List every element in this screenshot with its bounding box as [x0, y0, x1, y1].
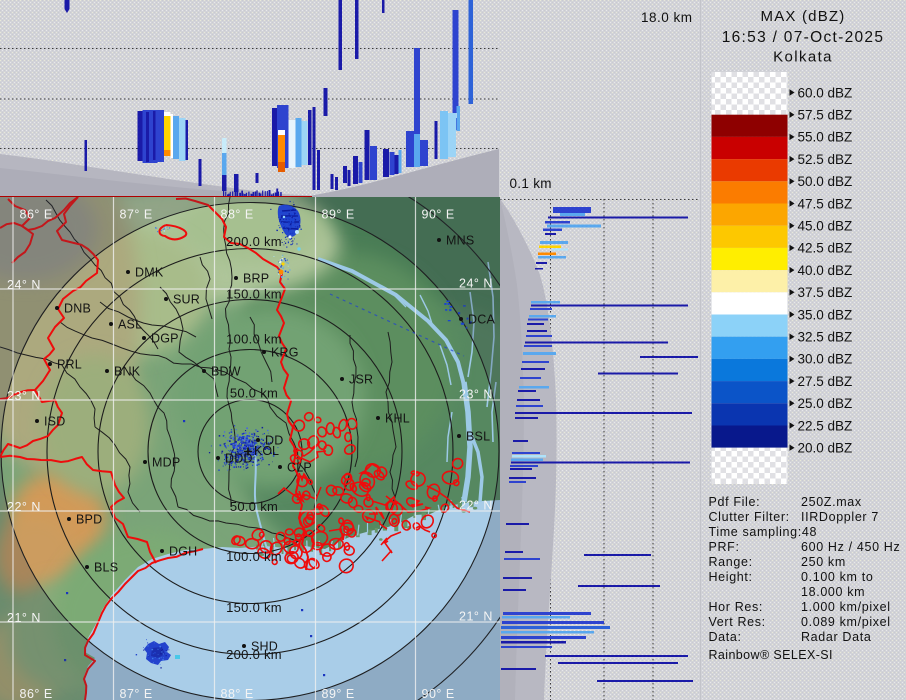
svg-text:150.0 km: 150.0 km	[226, 600, 282, 615]
svg-text:Vert Res:: Vert Res:	[709, 615, 766, 629]
svg-text:50.0 km: 50.0 km	[230, 499, 278, 514]
svg-text:0.100 km to: 0.100 km to	[801, 570, 873, 584]
svg-text:21° N: 21° N	[7, 611, 41, 625]
svg-text:KHL: KHL	[385, 412, 410, 426]
svg-text:DCA: DCA	[468, 313, 495, 327]
svg-text:86° E: 86° E	[20, 208, 53, 222]
svg-text:45.0 dBZ: 45.0 dBZ	[798, 219, 853, 234]
svg-text:30.0 dBZ: 30.0 dBZ	[798, 352, 853, 367]
svg-text:MAX (dBZ): MAX (dBZ)	[761, 8, 846, 25]
svg-text:100.0 km: 100.0 km	[226, 549, 282, 564]
svg-text:DGH: DGH	[169, 545, 197, 559]
svg-text:ISD: ISD	[44, 415, 65, 429]
svg-text:DD: DD	[265, 434, 283, 448]
svg-text:Rainbow® SELEX-SI: Rainbow® SELEX-SI	[709, 648, 833, 662]
svg-text:Kolkata: Kolkata	[773, 49, 833, 66]
svg-text:1.000 km/pixel: 1.000 km/pixel	[801, 600, 891, 614]
svg-text:Pdf File:: Pdf File:	[709, 495, 761, 509]
svg-text:47.5 dBZ: 47.5 dBZ	[798, 196, 853, 211]
svg-text:250Z.max: 250Z.max	[801, 495, 862, 509]
svg-text:90° E: 90° E	[422, 208, 455, 222]
svg-text:57.5 dBZ: 57.5 dBZ	[798, 108, 853, 123]
svg-text:BDW: BDW	[211, 365, 241, 379]
svg-text:MNS: MNS	[446, 234, 474, 248]
svg-text:KOL: KOL	[254, 444, 279, 458]
svg-text:23° N: 23° N	[7, 389, 41, 403]
svg-text:55.0 dBZ: 55.0 dBZ	[798, 130, 853, 145]
svg-text:52.5 dBZ: 52.5 dBZ	[798, 152, 853, 167]
svg-text:90° E: 90° E	[422, 687, 455, 700]
svg-text:88° E: 88° E	[221, 687, 254, 700]
svg-text:PRF:: PRF:	[709, 540, 740, 554]
svg-text:18.000 km: 18.000 km	[801, 585, 865, 599]
svg-text:23° N: 23° N	[459, 388, 493, 402]
svg-text:Data:: Data:	[709, 630, 742, 644]
svg-text:0.089 km/pixel: 0.089 km/pixel	[801, 615, 891, 629]
svg-text:87° E: 87° E	[120, 208, 153, 222]
svg-text:100.0 km: 100.0 km	[226, 331, 282, 346]
svg-text:27.5 dBZ: 27.5 dBZ	[798, 374, 853, 389]
svg-text:ASL: ASL	[118, 318, 142, 332]
svg-text:35.0 dBZ: 35.0 dBZ	[798, 307, 853, 322]
svg-text:600 Hz / 450 Hz: 600 Hz / 450 Hz	[801, 540, 900, 554]
svg-text:DDD: DDD	[225, 452, 253, 466]
svg-text:Time sampling:48: Time sampling:48	[709, 525, 818, 539]
svg-text:BRP: BRP	[243, 272, 269, 286]
svg-text:MDP: MDP	[152, 456, 180, 470]
svg-text:KRG: KRG	[271, 346, 299, 360]
svg-text:BSL: BSL	[466, 430, 490, 444]
svg-text:89° E: 89° E	[322, 208, 355, 222]
svg-text:50.0 dBZ: 50.0 dBZ	[798, 174, 853, 189]
svg-text:16:53 / 07-Oct-2025: 16:53 / 07-Oct-2025	[722, 29, 885, 46]
svg-text:PRL: PRL	[57, 358, 82, 372]
svg-text:22° N: 22° N	[7, 500, 41, 514]
svg-text:Radar Data: Radar Data	[801, 630, 871, 644]
svg-text:88° E: 88° E	[221, 208, 254, 222]
svg-text:200.0 km: 200.0 km	[226, 647, 282, 662]
svg-text:Height:: Height:	[709, 570, 753, 584]
svg-text:24° N: 24° N	[7, 278, 41, 292]
svg-text:37.5 dBZ: 37.5 dBZ	[798, 285, 853, 300]
svg-text:42.5 dBZ: 42.5 dBZ	[798, 241, 853, 256]
svg-text:60.0 dBZ: 60.0 dBZ	[798, 85, 853, 100]
svg-text:0.1 km: 0.1 km	[510, 176, 552, 191]
svg-text:DMK: DMK	[135, 266, 164, 280]
svg-text:CLP: CLP	[287, 461, 312, 475]
svg-text:IIRDoppler 7: IIRDoppler 7	[801, 510, 879, 524]
svg-text:Range:: Range:	[709, 555, 753, 569]
svg-text:25.0 dBZ: 25.0 dBZ	[798, 396, 853, 411]
svg-text:32.5 dBZ: 32.5 dBZ	[798, 330, 853, 345]
svg-text:Hor Res:: Hor Res:	[709, 600, 764, 614]
svg-text:87° E: 87° E	[120, 687, 153, 700]
svg-text:JSR: JSR	[349, 373, 373, 387]
svg-text:SHD: SHD	[251, 640, 278, 654]
svg-text:40.0 dBZ: 40.0 dBZ	[798, 263, 853, 278]
svg-text:150.0 km: 150.0 km	[226, 287, 282, 302]
svg-text:BNK: BNK	[114, 365, 141, 379]
svg-text:22.5 dBZ: 22.5 dBZ	[798, 418, 853, 433]
svg-text:21° N: 21° N	[459, 610, 493, 624]
svg-text:89° E: 89° E	[322, 687, 355, 700]
svg-text:DGP: DGP	[151, 332, 179, 346]
svg-text:24° N: 24° N	[459, 277, 493, 291]
svg-text:22° N: 22° N	[459, 499, 493, 513]
svg-text:SUR: SUR	[173, 293, 200, 307]
svg-text:BPD: BPD	[76, 513, 102, 527]
svg-text:250 km: 250 km	[801, 555, 846, 569]
svg-text:200.0 km: 200.0 km	[226, 234, 282, 249]
svg-text:50.0 km: 50.0 km	[230, 385, 278, 400]
svg-text:BLS: BLS	[94, 561, 118, 575]
svg-text:18.0 km: 18.0 km	[641, 10, 693, 25]
svg-text:DNB: DNB	[64, 302, 91, 316]
svg-text:Clutter Filter:: Clutter Filter:	[709, 510, 790, 524]
svg-text:86° E: 86° E	[20, 687, 53, 700]
svg-text:20.0 dBZ: 20.0 dBZ	[798, 441, 853, 456]
